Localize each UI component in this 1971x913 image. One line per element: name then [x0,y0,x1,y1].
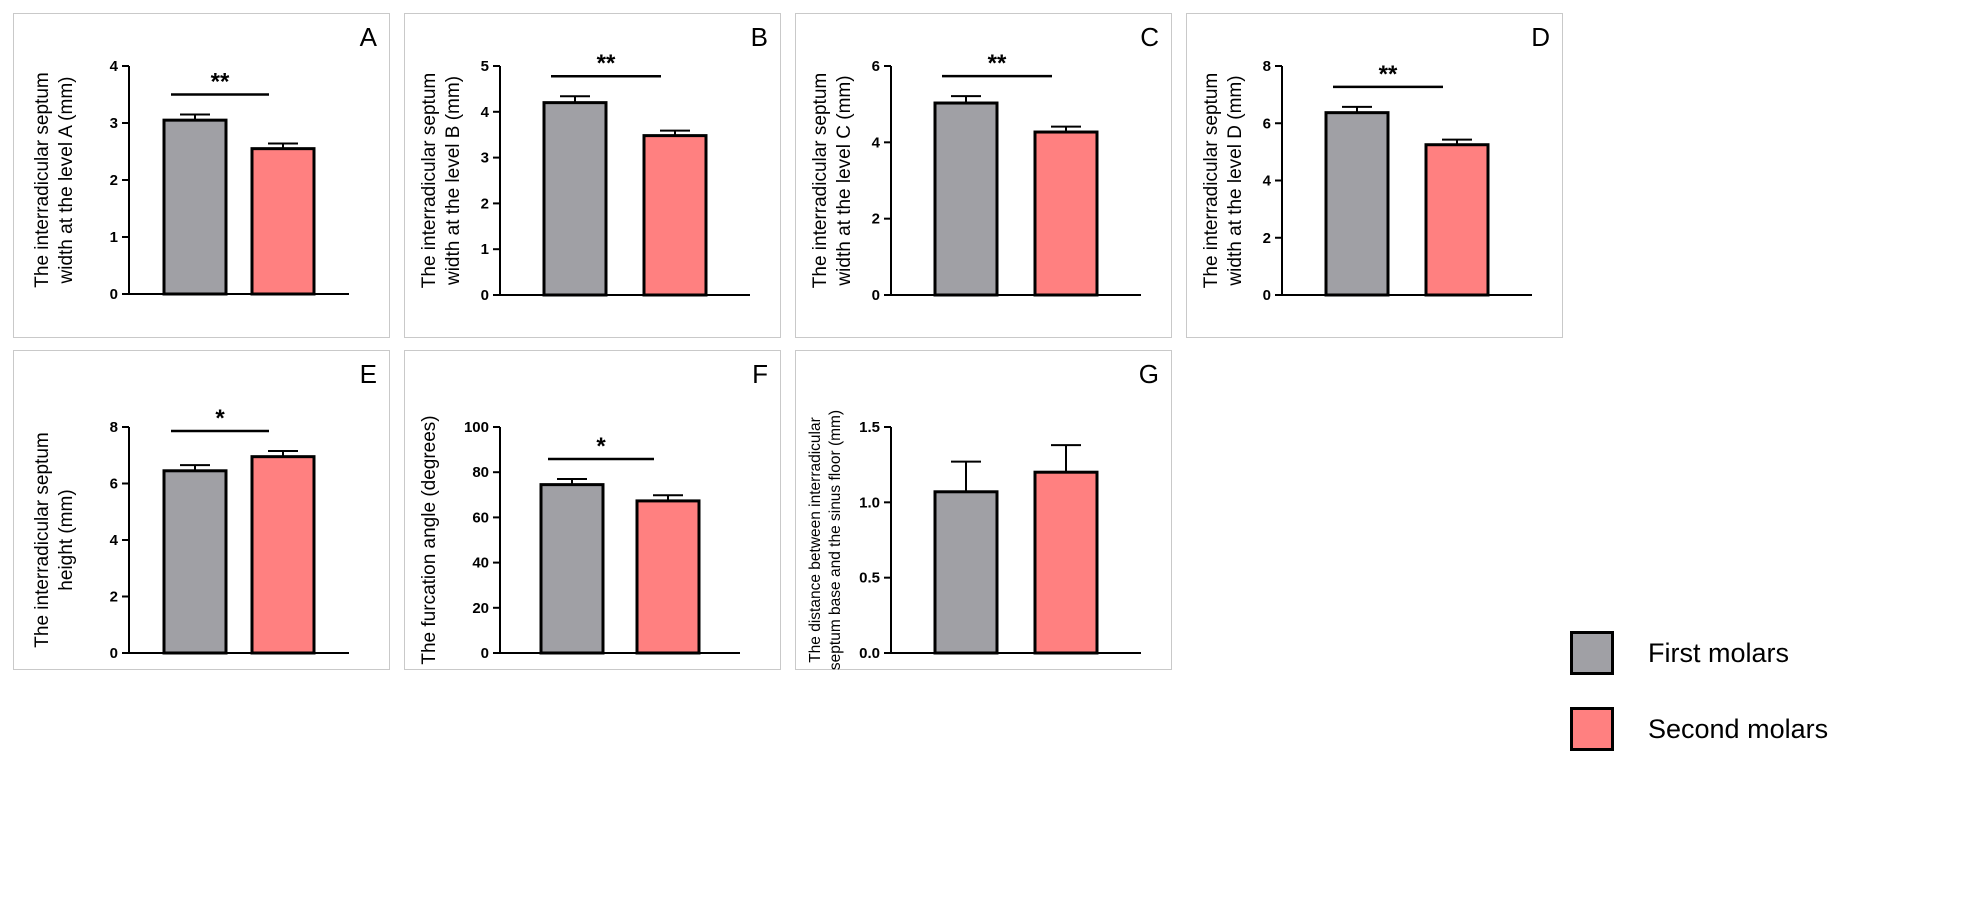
chart-panel-e: E 0 2 4 6 8 The interradicular septum height (m… [13,350,390,670]
bar-second-molars [1033,470,1099,655]
y-axis-label: The interradicular septum [419,73,440,288]
y-axis-label: width at the level C (mm) [834,75,855,286]
legend-label: First molars [1648,637,1789,668]
y-tick-label: 6 [872,58,880,75]
y-tick-label: 4 [872,134,881,151]
legend-swatch-second-molars [1570,707,1614,751]
legend-label: Second molars [1648,713,1829,744]
bar-first-molars [162,118,228,296]
chart-panel-f: F 0 20 40 60 80 100 The furcation angle (degree… [404,350,781,670]
y-tick-label: 4 [110,532,119,549]
panel-letter: E [360,359,377,389]
y-tick-label: 3 [110,115,118,132]
y-tick-label: 0 [1263,287,1271,304]
significance-marker: ** [1379,61,1398,88]
bar-first-molars [933,101,999,297]
bar-first-molars [539,483,605,655]
y-tick-label: 40 [472,555,489,572]
y-tick-label: 2 [110,172,118,189]
y-tick-label: 1 [110,229,118,246]
bar-first-molars [162,469,228,655]
y-tick-label: 8 [110,419,118,436]
y-tick-label: 1.0 [859,494,880,511]
y-tick-label: 0 [110,645,118,662]
y-axis-label: height (mm) [56,489,77,590]
chart-svg: G 0.0 0.5 1.0 1.5 The distance between interr… [807,359,1159,670]
significance-marker: * [596,433,606,460]
y-tick-label: 2 [872,211,880,228]
y-tick-label: 2 [110,589,118,606]
bar-first-molars [1324,111,1390,297]
y-tick-label: 6 [110,476,118,493]
chart-svg: B 0 1 2 3 4 5 The interradicular septum width at… [419,22,768,304]
y-tick-label: 4 [481,104,490,121]
legend-item-first-molars: First molars [1570,630,1789,676]
panel-letter: F [752,359,768,389]
legend: First molars Second molars [1570,620,1900,780]
significance-marker: ** [211,68,230,95]
y-axis-label: The interradicular septum [1201,73,1222,288]
y-tick-label: 5 [481,58,489,75]
y-tick-label: 80 [472,464,489,481]
y-tick-label: 3 [481,150,489,167]
panel-letter: C [1140,22,1159,52]
y-tick-label: 100 [464,419,489,436]
y-tick-label: 2 [1263,230,1271,247]
y-axis-label: width at the level D (mm) [1225,75,1246,286]
legend-item-second-molars: Second molars [1570,706,1828,752]
y-axis-label: septum base and the sinus floor (mm) [827,410,844,670]
significance-marker: * [215,405,225,432]
y-tick-label: 4 [110,58,119,75]
y-tick-label: 2 [481,195,489,212]
legend-swatch-first-molars [1570,631,1614,675]
y-tick-label: 20 [472,600,489,617]
panel-letter: B [751,22,768,52]
panel-letter: D [1531,22,1550,52]
chart-panel-a: A 0 1 2 3 4 The interradicular septum width at … [13,13,390,338]
y-tick-label: 0 [110,286,118,303]
chart-panel-g: G 0.0 0.5 1.0 1.5 The distance between interr… [795,350,1172,670]
significance-marker: ** [988,50,1007,77]
chart-svg: A 0 1 2 3 4 The interradicular septum width at … [32,22,378,303]
chart-panel-d: D 0 2 4 6 8 The interradicular septum width at … [1186,13,1563,338]
significance-marker: ** [597,50,616,77]
y-tick-label: 0 [481,645,489,662]
chart-svg: F 0 20 40 60 80 100 The furcation angle (degree… [419,359,768,665]
y-axis-label: width at the level A (mm) [56,77,77,285]
bar-second-molars [1033,130,1099,297]
bar-second-molars [250,455,316,655]
y-tick-label: 1 [481,241,489,258]
panel-letter: A [360,22,378,52]
y-tick-label: 8 [1263,58,1271,75]
y-axis-label: The interradicular septum [32,432,53,647]
bar-second-molars [642,134,708,297]
y-tick-label: 60 [472,509,489,526]
y-axis-label: The interradicular septum [32,72,53,287]
y-tick-label: 0 [872,287,880,304]
bar-second-molars [1424,143,1490,297]
bar-second-molars [635,499,701,655]
chart-svg: C 0 2 4 6 The interradicular septum width at t… [810,22,1159,304]
y-tick-label: 4 [1263,173,1272,190]
y-tick-label: 0.0 [859,645,880,662]
chart-svg: D 0 2 4 6 8 The interradicular septum width at … [1201,22,1550,304]
y-axis-label: width at the level B (mm) [443,76,464,286]
bar-first-molars [542,101,608,297]
chart-svg: E 0 2 4 6 8 The interradicular septum height (m… [32,359,377,662]
y-tick-label: 0 [481,287,489,304]
y-axis-label: The interradicular septum [810,73,831,288]
y-tick-label: 1.5 [859,419,880,436]
y-axis-label: The furcation angle (degrees) [419,415,440,664]
y-axis-label: The distance between interradicular [807,417,824,663]
bar-second-molars [250,147,316,296]
chart-panel-c: C 0 2 4 6 The interradicular septum width at t… [795,13,1172,338]
y-tick-label: 6 [1263,115,1271,132]
bar-first-molars [933,490,999,655]
chart-panel-b: B 0 1 2 3 4 5 The interradicular septum width at… [404,13,781,338]
y-tick-label: 0.5 [859,570,880,587]
panel-letter: G [1139,359,1159,389]
